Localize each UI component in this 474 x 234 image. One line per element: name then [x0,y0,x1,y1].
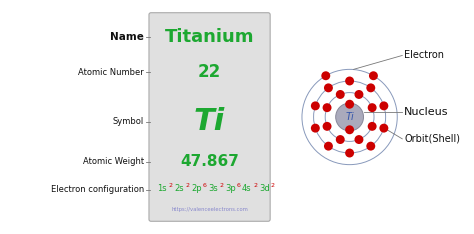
Text: 4s: 4s [242,184,252,194]
Text: 3s: 3s [208,184,218,194]
Text: Name: Name [110,32,144,42]
Circle shape [323,103,331,112]
Text: 3d: 3d [259,184,270,194]
Text: 47.867: 47.867 [180,154,239,169]
Text: Ti: Ti [345,112,354,122]
Text: Electron configuration: Electron configuration [51,185,144,194]
Text: Ti: Ti [194,107,225,136]
Circle shape [366,83,375,92]
FancyBboxPatch shape [149,13,270,221]
Text: 2: 2 [254,183,257,187]
Text: 2: 2 [270,183,274,187]
Circle shape [368,103,377,112]
Circle shape [355,135,364,144]
Text: 6: 6 [202,183,206,187]
Circle shape [311,101,320,110]
Circle shape [345,77,354,85]
Text: Orbit(Shell): Orbit(Shell) [404,134,460,144]
Text: Symbol: Symbol [113,117,144,126]
Circle shape [324,142,333,151]
Text: 6: 6 [237,183,240,187]
Text: 2: 2 [219,183,223,187]
Circle shape [324,83,333,92]
Circle shape [321,71,330,80]
Circle shape [336,103,364,131]
Circle shape [345,125,354,134]
Text: 2: 2 [185,183,190,187]
Circle shape [336,135,345,144]
Text: 2s: 2s [174,184,183,194]
Circle shape [368,122,377,131]
Circle shape [345,149,354,157]
Text: 1s: 1s [157,184,166,194]
Text: 3p: 3p [225,184,236,194]
Text: 2p: 2p [191,184,201,194]
Text: Titanium: Titanium [165,28,255,46]
Text: Electron: Electron [404,51,444,60]
Circle shape [366,142,375,151]
Circle shape [336,90,345,99]
Text: Atomic Weight: Atomic Weight [83,157,144,166]
Circle shape [323,122,331,131]
Text: Nucleus: Nucleus [404,107,449,117]
Circle shape [355,90,364,99]
Circle shape [345,100,354,109]
Circle shape [311,124,320,133]
Text: Atomic Number: Atomic Number [78,68,144,77]
Text: 22: 22 [198,63,221,81]
Circle shape [369,71,378,80]
Text: 2: 2 [168,183,173,187]
Text: https://valenceelectrons.com: https://valenceelectrons.com [171,207,248,212]
Circle shape [379,124,388,133]
Circle shape [379,101,388,110]
